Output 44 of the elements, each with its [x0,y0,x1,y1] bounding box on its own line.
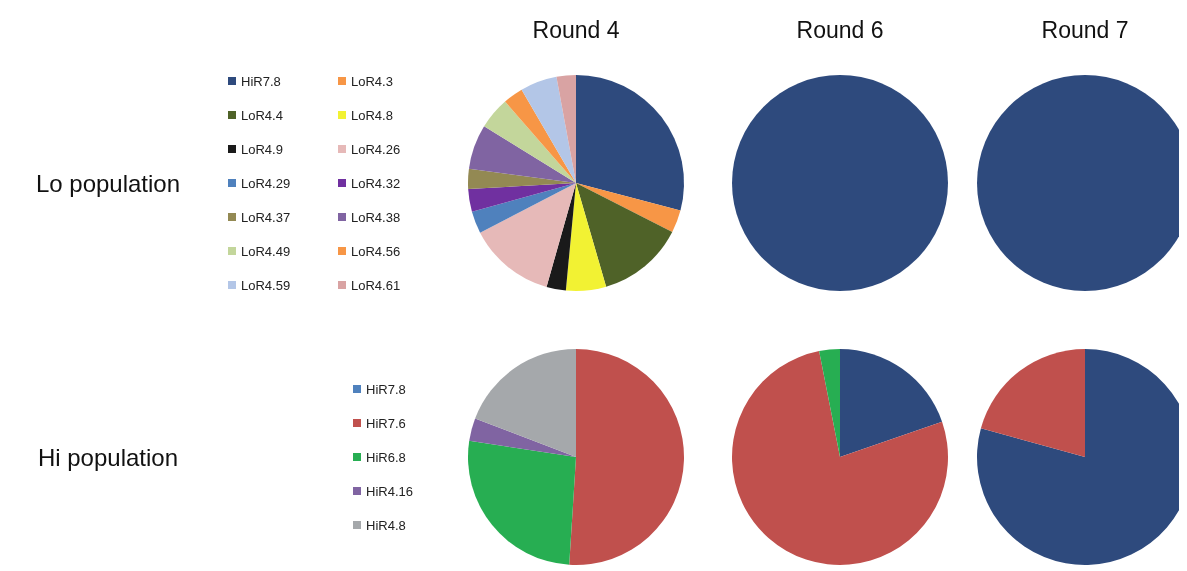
legend-label: HiR6.8 [366,449,406,465]
pie-slice [576,183,681,233]
pie-slice [475,349,576,457]
pie-slice [468,440,576,565]
legend-label: LoR4.59 [241,277,291,293]
chart-title: Round 6 [796,17,884,43]
pie-slice [521,76,576,183]
pie-slice [469,418,576,457]
pie-slice [546,183,576,291]
legend-label: HiR7.8 [241,73,281,89]
pie-slice [471,183,576,233]
pie-slice [569,349,684,565]
legend-label: LoR4.26 [351,141,401,157]
pie-slice [576,183,673,287]
pie-slice [576,75,684,211]
legend-label: HiR4.16 [366,483,413,499]
legend-label: LoR4.38 [351,209,401,225]
legend-label: LoR4.56 [351,243,401,259]
legend-label: LoR4.3 [351,73,393,89]
legend-label: LoR4.61 [351,277,401,293]
pie-slice [484,101,576,183]
pie-slice [480,183,576,287]
pie-slice [556,75,576,183]
legend-label: HiR4.8 [366,517,406,533]
pie-slice [468,126,576,183]
legend-label: HiR7.6 [366,415,406,431]
legend-label: LoR4.8 [351,107,393,123]
legend-label: LoR4.9 [241,141,283,157]
pie-slice [505,89,576,183]
chart-title: Round 7 [1041,17,1129,43]
legend-label: LoR4.4 [241,107,283,123]
pie-slice [468,183,576,212]
pie-slice [840,349,943,457]
pie-slice [819,349,840,457]
chart-title: Round 4 [532,17,620,43]
pie-slice [565,183,607,291]
legend-label: LoR4.49 [241,243,291,259]
text: Lo population [35,169,181,197]
legend-label: LoR4.37 [241,209,291,225]
legend-label: LoR4.32 [351,175,401,191]
legend-label: HiR7.8 [366,381,406,397]
text: Hi population [37,443,179,471]
legend-label: LoR4.29 [241,175,291,191]
pie-slice [732,351,948,565]
